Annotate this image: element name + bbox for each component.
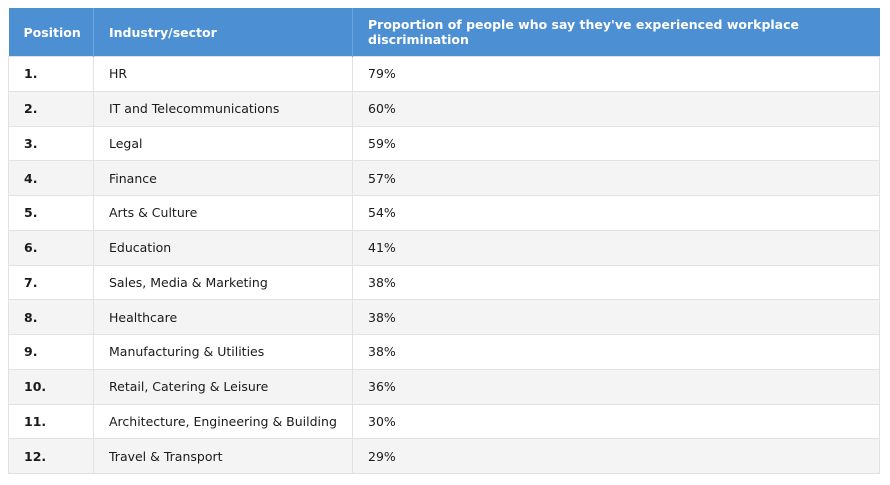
proportion-cell: 60%	[352, 90, 880, 127]
proportion-cell: 54%	[352, 195, 880, 231]
table-row: 3. Legal 59%	[8, 125, 880, 162]
sector-cell: Retail, Catering & Leisure	[93, 368, 353, 405]
proportion-cell: 38%	[352, 264, 880, 301]
sector-cell: Education	[93, 229, 353, 266]
proportion-cell: 29%	[352, 438, 880, 474]
table-row: 6. Education 41%	[8, 229, 880, 266]
position-cell: 1.	[8, 56, 94, 92]
position-cell: 8.	[8, 299, 94, 335]
table-header: Position Industry/sector Proportion of peo…	[8, 8, 880, 57]
proportion-cell: 79%	[352, 56, 880, 92]
position-cell: 5.	[8, 195, 94, 231]
ranking-table: Position Industry/sector Proportion of peo…	[8, 8, 880, 474]
sector-cell: Travel & Transport	[93, 438, 353, 474]
position-cell: 3.	[8, 125, 94, 162]
sector-cell: Manufacturing & Utilities	[93, 334, 353, 370]
table-row: 4. Finance 57%	[8, 160, 880, 196]
sector-cell: IT and Telecommunications	[93, 90, 353, 127]
table-row: 10. Retail, Catering & Leisure 36%	[8, 368, 880, 405]
proportion-cell: 57%	[352, 160, 880, 196]
position-cell: 10.	[8, 368, 94, 405]
table-row: 12. Travel & Transport 29%	[8, 438, 880, 474]
table-row: 8. Healthcare 38%	[8, 299, 880, 335]
position-cell: 12.	[8, 438, 94, 474]
sector-cell: Finance	[93, 160, 353, 196]
table-row: 5. Arts & Culture 54%	[8, 195, 880, 231]
position-cell: 4.	[8, 160, 94, 196]
position-cell: 9.	[8, 334, 94, 370]
position-cell: 6.	[8, 229, 94, 266]
column-header: Position	[8, 8, 94, 57]
position-cell: 11.	[8, 403, 94, 440]
proportion-cell: 38%	[352, 334, 880, 370]
position-cell: 7.	[8, 264, 94, 301]
proportion-cell: 36%	[352, 368, 880, 405]
proportion-cell: 38%	[352, 299, 880, 335]
table-row: 11. Architecture, Engineering & Building 3…	[8, 403, 880, 440]
column-header: Industry/sector	[93, 8, 353, 57]
sector-cell: Healthcare	[93, 299, 353, 335]
table-row: 2. IT and Telecommunications 60%	[8, 90, 880, 127]
table-body: 1. HR 79% 2. IT and Telecommunications 60% 3. L…	[8, 56, 880, 474]
proportion-cell: 30%	[352, 403, 880, 440]
table-row: 9. Manufacturing & Utilities 38%	[8, 334, 880, 370]
header-row: Position Industry/sector Proportion of peo…	[8, 8, 880, 57]
sector-cell: HR	[93, 56, 353, 92]
sector-cell: Sales, Media & Marketing	[93, 264, 353, 301]
sector-cell: Arts & Culture	[93, 195, 353, 231]
sector-cell: Architecture, Engineering & Building	[93, 403, 353, 440]
sector-cell: Legal	[93, 125, 353, 162]
column-header: Proportion of people who say they've exp…	[352, 8, 880, 57]
proportion-cell: 41%	[352, 229, 880, 266]
proportion-cell: 59%	[352, 125, 880, 162]
table-row: 1. HR 79%	[8, 56, 880, 92]
table-row: 7. Sales, Media & Marketing 38%	[8, 264, 880, 301]
position-cell: 2.	[8, 90, 94, 127]
